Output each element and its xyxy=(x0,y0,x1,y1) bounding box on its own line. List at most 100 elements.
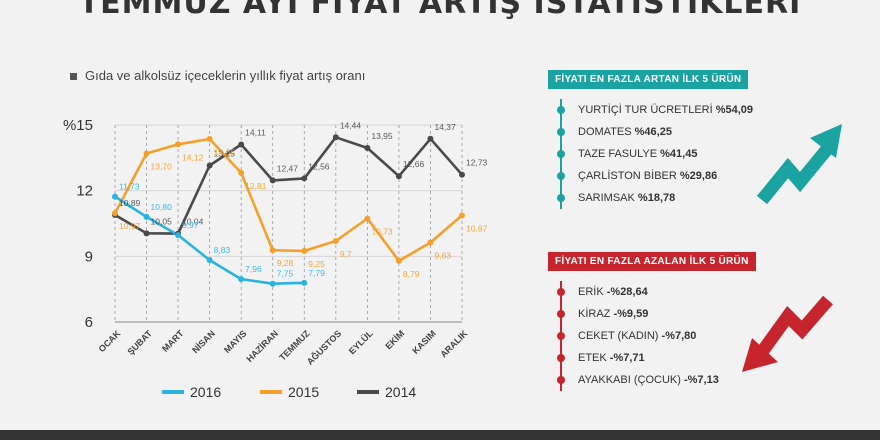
increase-list: YURTİÇİ TUR ÜCRETLERİ %54,09 DOMATES %46… xyxy=(557,99,754,209)
legend-label: 2015 xyxy=(288,384,319,400)
data-label-2015: 14,12 xyxy=(182,152,204,162)
data-label-2015: 13,70 xyxy=(151,161,173,171)
item-value: %46,25 xyxy=(634,126,672,138)
data-point-2016 xyxy=(112,193,118,200)
item-value: -%9,59 xyxy=(613,308,649,320)
item-name: KİRAZ xyxy=(578,308,611,320)
list-item: CEKET (KADIN) -%7,80 xyxy=(557,325,756,347)
data-label-2014: 13,15 xyxy=(214,148,236,158)
data-label-2014: 14,37 xyxy=(434,122,456,132)
bullet-dot-icon xyxy=(557,106,565,114)
item-value: -%7,71 xyxy=(609,352,645,364)
data-point-2014 xyxy=(143,230,150,237)
list-item: ÇARLİSTON BİBER %29,86 xyxy=(557,165,753,187)
data-label-2014: 14,44 xyxy=(340,120,362,130)
list-item: TAZE FASULYE %41,45 xyxy=(557,143,753,165)
bullet-dot-icon xyxy=(557,194,565,202)
data-label-2016: 11,73 xyxy=(119,182,140,192)
item-value: -%7,80 xyxy=(661,330,697,342)
list-item: ETEK -%7,71 xyxy=(557,347,756,369)
data-point-2015 xyxy=(143,150,150,157)
item-name: ETEK xyxy=(578,352,607,364)
data-label-2016: 7,75 xyxy=(277,269,294,279)
data-point-2015 xyxy=(112,210,118,217)
data-point-2015 xyxy=(269,247,276,254)
item-value: -%28,64 xyxy=(606,286,648,298)
item-value: %54,09 xyxy=(715,104,754,116)
item-value: -%7,13 xyxy=(683,374,719,386)
x-tick-label: EYLÜL xyxy=(347,328,375,356)
data-label-2015: 14,36 xyxy=(214,147,236,157)
list-item: KİRAZ -%9,59 xyxy=(557,303,756,325)
data-label-2014: 10,89 xyxy=(119,198,141,208)
item-name: TAZE FASULYE xyxy=(578,148,658,160)
item-value: %29,86 xyxy=(679,170,718,182)
data-point-2015 xyxy=(206,136,213,143)
data-point-2014 xyxy=(301,175,308,182)
data-point-2015 xyxy=(175,141,182,148)
bullet-square-icon xyxy=(70,73,77,81)
list-item: SARIMSAK %18,78 xyxy=(557,187,753,209)
item-name: CEKET (KADIN) xyxy=(578,330,659,342)
data-label-2014: 12,73 xyxy=(466,158,488,168)
data-label-2015: 10,87 xyxy=(466,223,488,233)
data-point-2016 xyxy=(175,232,182,239)
data-point-2015 xyxy=(427,239,434,246)
data-label-2014: 12,66 xyxy=(403,159,425,169)
data-point-2014 xyxy=(269,177,276,184)
data-label-2014: 10,05 xyxy=(151,216,173,226)
item-value: %41,45 xyxy=(660,148,698,160)
data-point-2015 xyxy=(459,212,465,219)
list-item: YURTİÇİ TUR ÜCRETLERİ %54,09 xyxy=(557,99,754,121)
data-point-2015 xyxy=(238,169,245,176)
page-title: TEMMUZ AYI FİYAT ARTIŞ İSTATİSTİKLERİ xyxy=(78,0,802,21)
data-label-2016: 10,80 xyxy=(151,202,173,212)
bullet-dot-icon xyxy=(557,172,565,180)
item-name: SARIMSAK xyxy=(578,192,635,204)
y-tick-label: 9 xyxy=(85,248,93,265)
data-label-2014: 12,47 xyxy=(277,163,299,173)
data-point-2014 xyxy=(459,171,465,178)
item-name: AYAKKABI (ÇOCUK) xyxy=(578,374,681,386)
data-label-2016: 9,97 xyxy=(182,220,199,230)
data-label-2015: 9,63 xyxy=(434,251,451,261)
x-tick-label: AĞUSTOS xyxy=(304,328,343,367)
trend-down-arrow-icon xyxy=(742,295,833,372)
x-tick-label: KASIM xyxy=(410,328,438,356)
data-point-2014 xyxy=(332,134,339,141)
data-point-2014 xyxy=(238,141,245,148)
data-point-2015 xyxy=(364,215,371,222)
data-label-2014: 14,11 xyxy=(245,127,266,137)
bullet-dot-icon xyxy=(557,150,565,158)
x-tick-label: EKİM xyxy=(383,328,406,351)
data-point-2014 xyxy=(427,135,434,142)
increase-panel: FİYATI EN FAZLA ARTAN İLK 5 ÜRÜN YURTİÇİ… xyxy=(548,70,753,209)
increase-panel-header: FİYATI EN FAZLA ARTAN İLK 5 ÜRÜN xyxy=(548,70,749,89)
bullet-dot-icon xyxy=(557,310,565,318)
data-point-2015 xyxy=(301,247,308,254)
data-point-2016 xyxy=(269,280,276,287)
list-item: AYAKKABI (ÇOCUK) -%7,13 xyxy=(557,369,756,391)
bullet-dot-icon xyxy=(557,354,565,362)
data-label-2015: 10,73 xyxy=(371,226,393,236)
data-label-2016: 7,96 xyxy=(245,264,262,274)
legend-label: 2016 xyxy=(190,384,221,400)
bullet-dot-icon xyxy=(557,128,565,136)
x-tick-label: NİSAN xyxy=(190,328,217,355)
x-tick-label: ŞUBAT xyxy=(125,328,154,357)
bullet-dot-icon xyxy=(557,288,565,296)
data-label-2015: 9,7 xyxy=(340,249,352,259)
data-point-2016 xyxy=(238,276,245,283)
data-point-2016 xyxy=(301,279,308,286)
data-label-2015: 9,28 xyxy=(277,258,294,268)
list-item: ERİK -%28,64 xyxy=(557,281,756,303)
data-label-2014: 13,95 xyxy=(371,131,393,141)
x-tick-label: ARALIK xyxy=(438,328,469,359)
y-tick-label: 6 xyxy=(85,314,93,331)
item-value: %18,78 xyxy=(637,192,676,204)
item-name: YURTİÇİ TUR ÜCRETLERİ xyxy=(578,104,713,116)
decrease-panel: FİYATI EN FAZLA AZALAN İLK 5 ÜRÜN ERİK -… xyxy=(548,252,756,391)
data-label-2015: 9,25 xyxy=(308,259,325,269)
data-point-2015 xyxy=(395,257,402,264)
